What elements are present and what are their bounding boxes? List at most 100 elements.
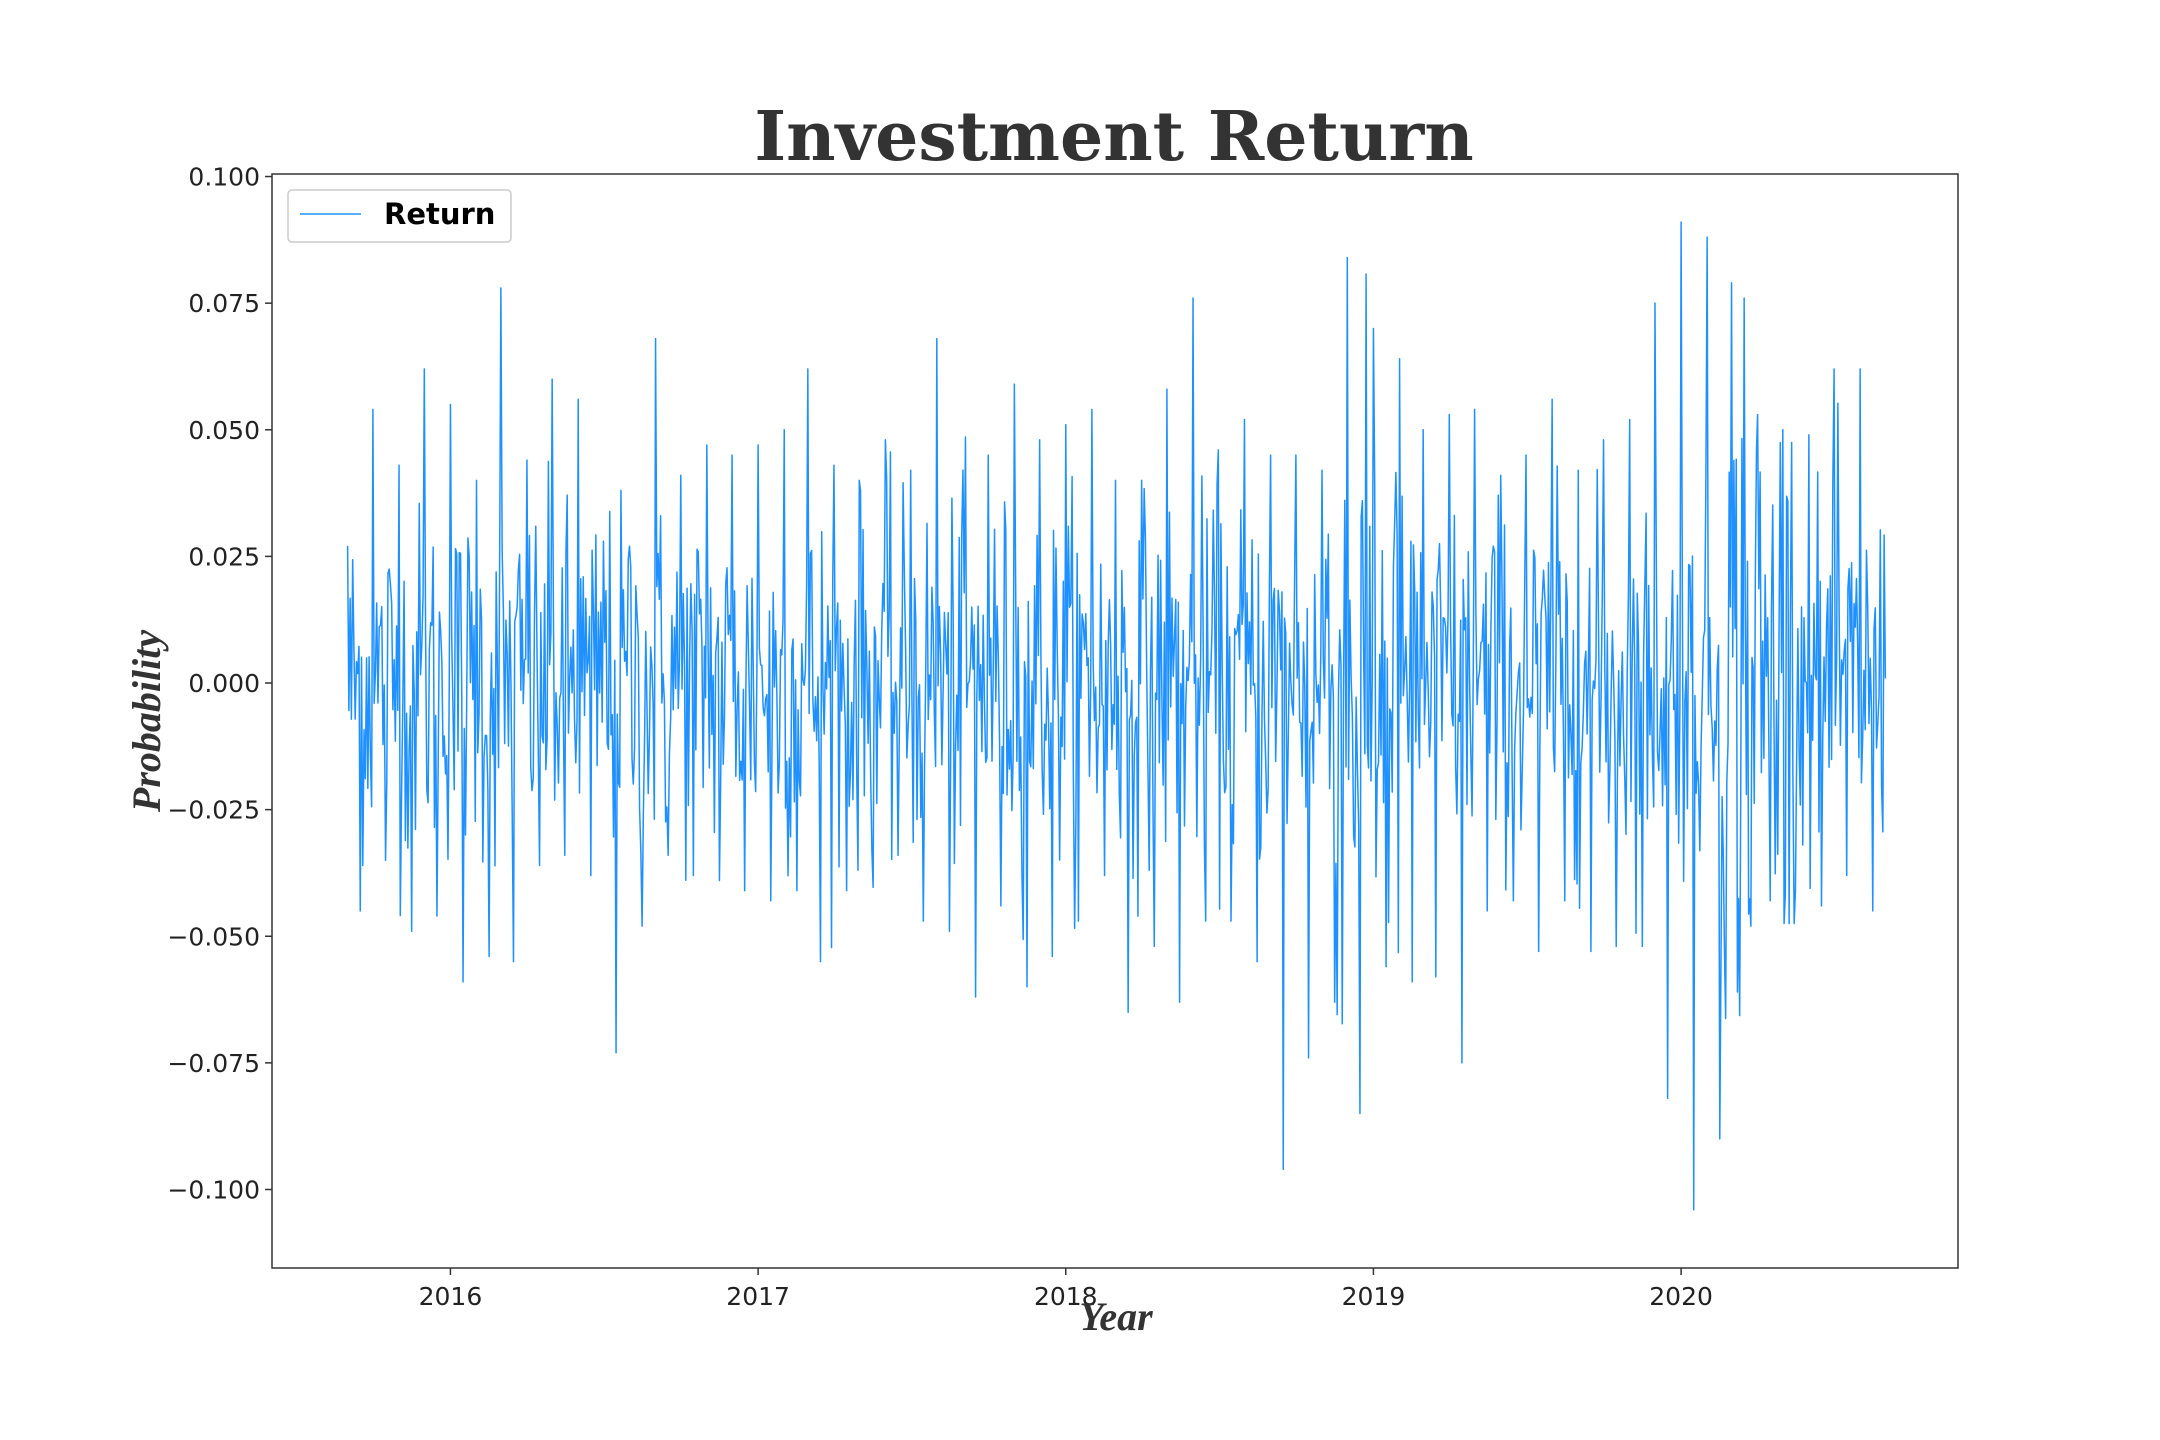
data-point xyxy=(1422,429,1424,431)
data-point xyxy=(1398,358,1401,360)
data-point xyxy=(398,464,400,466)
data-point xyxy=(449,403,452,406)
data-point xyxy=(1103,874,1106,877)
data-point xyxy=(731,454,733,456)
data-point xyxy=(910,469,912,471)
data-point xyxy=(1461,1062,1463,1064)
y-tick-label: −0.025 xyxy=(167,796,260,825)
data-point xyxy=(1820,905,1823,907)
data-point xyxy=(500,287,502,289)
data-point xyxy=(1243,419,1246,421)
data-point xyxy=(962,469,964,471)
plot-area xyxy=(346,221,1887,1211)
data-point xyxy=(423,368,425,370)
data-point xyxy=(1719,1138,1721,1140)
data-point xyxy=(948,930,951,932)
data-point xyxy=(1321,469,1323,471)
data-point xyxy=(744,890,746,892)
y-axis: 0.100 0.075 0.050 0.025 0.000 −0.025 −0.050 −0.… xyxy=(167,163,272,1204)
data-point xyxy=(538,864,541,866)
data-point xyxy=(1385,966,1387,968)
y-axis-label: Probability xyxy=(124,630,169,813)
data-point xyxy=(1217,449,1219,451)
data-point xyxy=(987,454,989,456)
data-point xyxy=(1782,429,1784,431)
data-point xyxy=(615,1052,617,1054)
data-point xyxy=(1693,1209,1695,1211)
data-point xyxy=(1736,991,1739,993)
x-tick-label: 2019 xyxy=(1342,1282,1406,1311)
data-point xyxy=(1256,960,1258,963)
data-point xyxy=(1205,920,1207,922)
x-tick-label: 2018 xyxy=(1034,1282,1098,1311)
data-point xyxy=(1680,221,1682,223)
data-point xyxy=(1307,1057,1310,1059)
data-point xyxy=(628,545,631,547)
y-tick-label: 0.000 xyxy=(188,669,260,698)
data-point xyxy=(796,890,798,892)
data-point xyxy=(1013,383,1015,385)
data-point xyxy=(590,874,592,877)
legend: Return xyxy=(287,189,512,243)
data-point xyxy=(475,479,478,482)
data-point xyxy=(1178,1001,1181,1003)
data-point xyxy=(718,879,721,882)
data-point xyxy=(1794,890,1797,892)
y-tick-label: −0.100 xyxy=(167,1175,260,1204)
data-point xyxy=(436,915,438,917)
data-point xyxy=(1051,955,1053,958)
data-point xyxy=(411,930,413,932)
data-point xyxy=(1192,297,1194,299)
data-point xyxy=(974,996,977,998)
y-tick-label: 0.025 xyxy=(188,542,260,571)
y-tick-label: 0.075 xyxy=(188,289,260,318)
data-point xyxy=(1667,1097,1669,1099)
legend-box xyxy=(287,189,512,243)
data-point xyxy=(819,960,822,963)
data-point xyxy=(757,444,759,446)
data-point xyxy=(1743,297,1745,299)
data-point xyxy=(1654,302,1656,304)
data-point xyxy=(1372,327,1375,330)
data-point xyxy=(846,890,848,892)
x-tick-label: 2016 xyxy=(419,1282,483,1311)
data-point xyxy=(1153,945,1155,947)
data-point xyxy=(1448,413,1450,416)
data-point xyxy=(1769,900,1771,902)
data-point xyxy=(1538,950,1540,953)
data-point xyxy=(512,960,515,963)
data-point xyxy=(1359,1112,1361,1115)
data-point xyxy=(1615,945,1617,947)
data-point xyxy=(1872,910,1874,912)
data-point xyxy=(654,338,657,340)
data-point xyxy=(1859,368,1861,370)
data-point xyxy=(692,874,694,877)
chart-title: Investment Return xyxy=(754,97,1473,177)
data-point xyxy=(884,439,886,441)
data-point xyxy=(1602,439,1605,441)
data-point xyxy=(871,849,873,851)
data-point xyxy=(1564,900,1566,902)
data-point xyxy=(1486,910,1488,912)
data-point xyxy=(783,429,785,431)
legend-label: Return xyxy=(384,197,495,231)
data-point xyxy=(1577,469,1579,471)
y-tick-label: −0.075 xyxy=(167,1049,260,1078)
data-point xyxy=(922,920,924,922)
series-line-return xyxy=(346,221,1887,1211)
data-point xyxy=(1629,419,1631,421)
data-point xyxy=(1757,413,1759,416)
data-point xyxy=(1346,256,1348,259)
data-point xyxy=(384,859,387,861)
data-point xyxy=(1525,454,1527,456)
data-point xyxy=(1590,950,1592,953)
data-point xyxy=(359,910,361,912)
data-point xyxy=(807,368,809,370)
data-point xyxy=(667,854,669,856)
data-point xyxy=(602,540,605,542)
data-point xyxy=(1091,408,1093,411)
x-axis: 2016 2017 2018 2019 2020 xyxy=(419,1268,1713,1311)
x-tick-label: 2017 xyxy=(726,1282,790,1311)
data-point xyxy=(1750,925,1752,927)
data-point xyxy=(897,854,899,856)
